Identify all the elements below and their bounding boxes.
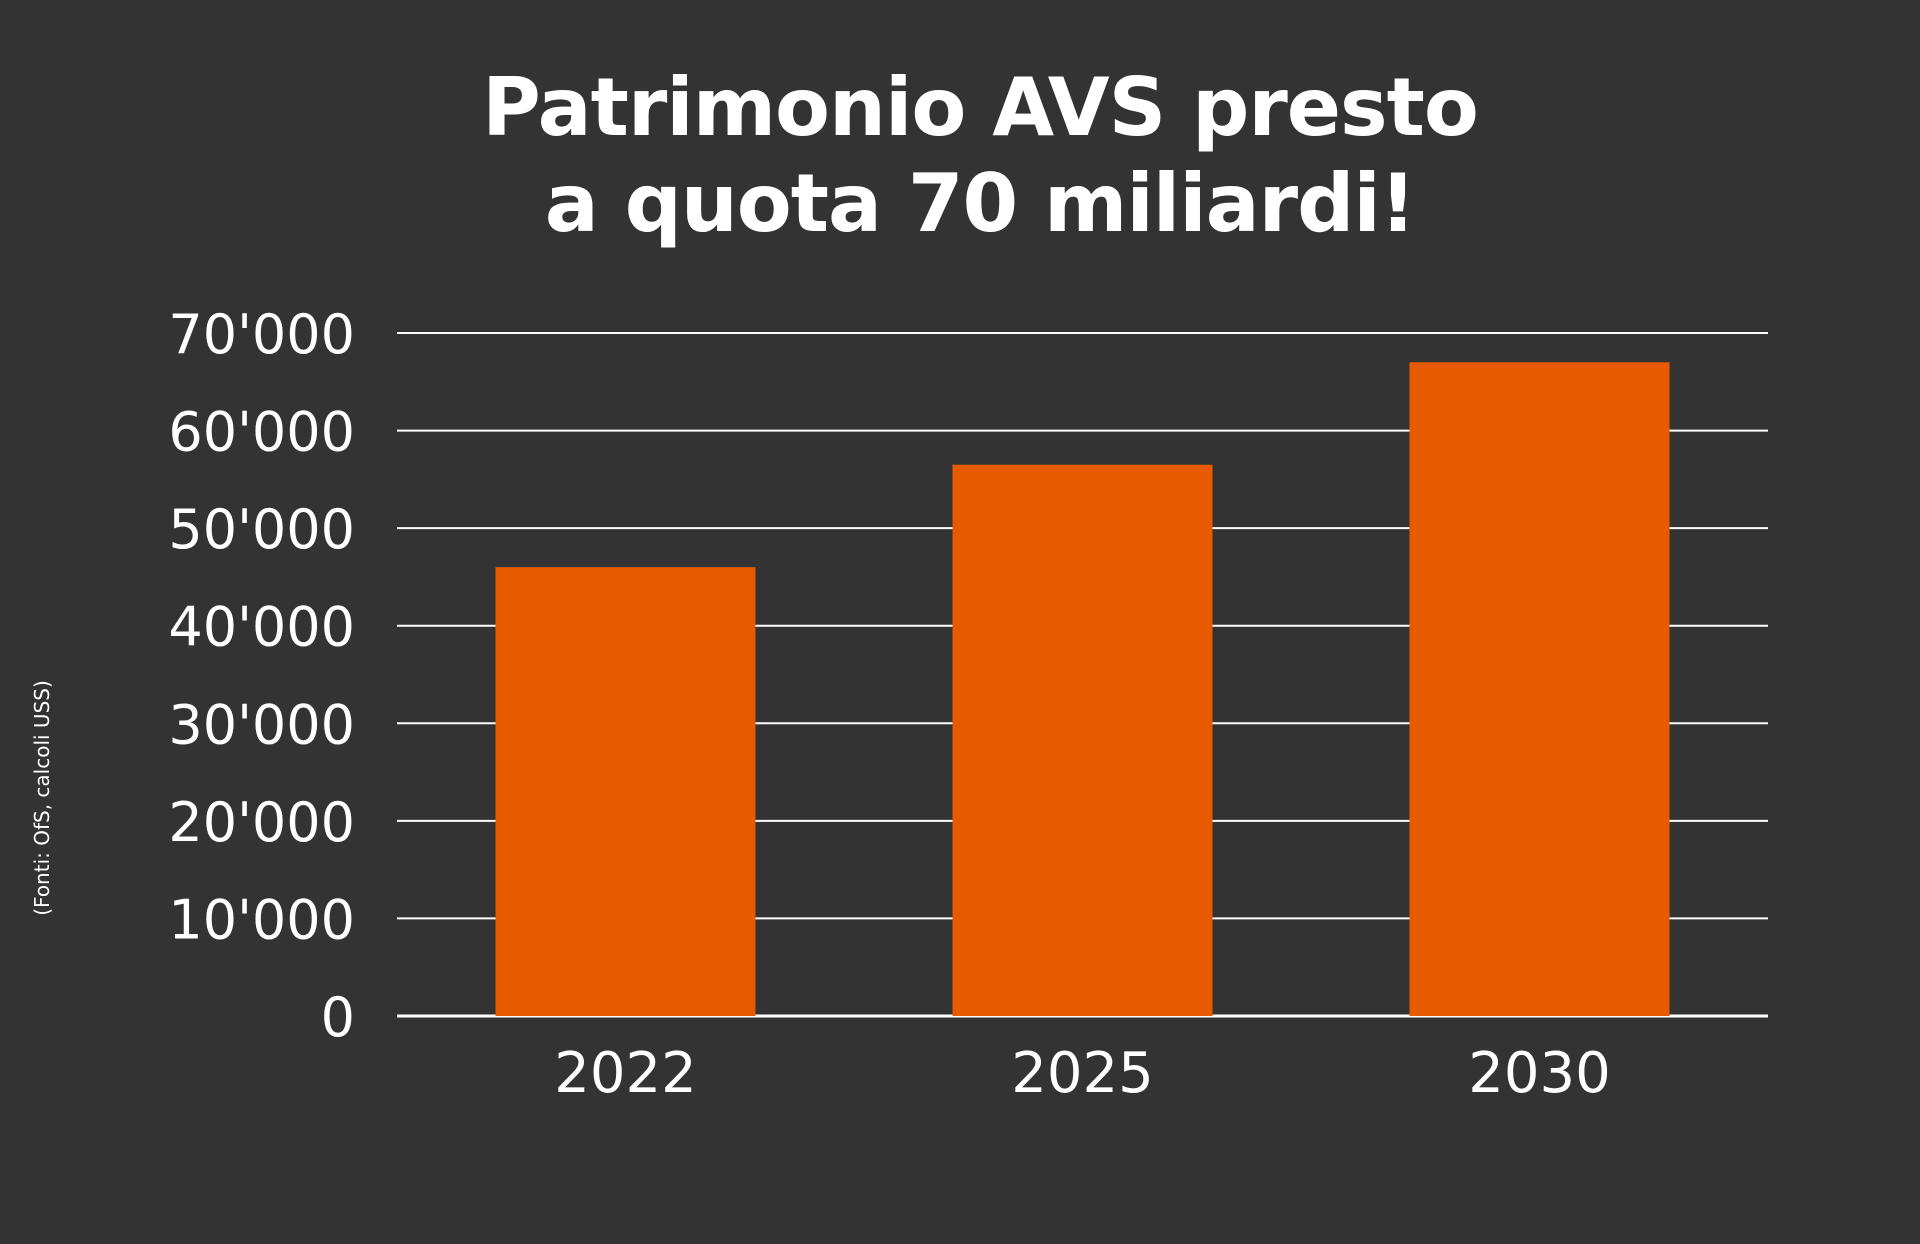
y-tick-label: 70'000 xyxy=(168,303,355,366)
chart-title-line-2: a quota 70 miliardi! xyxy=(544,157,1417,250)
chart-title-line-1: Patrimonio AVS presto xyxy=(482,61,1479,154)
source-note: (Fonti: OfS, calcoli USS) xyxy=(30,680,54,916)
bar xyxy=(1409,362,1670,1016)
y-tick-label: 20'000 xyxy=(168,791,355,854)
bars xyxy=(495,362,1670,1016)
x-tick-label: 2025 xyxy=(1011,1041,1154,1106)
y-tick-label: 50'000 xyxy=(168,498,355,561)
x-tick-label: 2030 xyxy=(1468,1041,1611,1106)
bar xyxy=(952,464,1213,1016)
y-tick-label: 60'000 xyxy=(168,401,355,464)
y-tick-label: 0 xyxy=(321,986,355,1049)
x-tick-label: 2022 xyxy=(554,1041,697,1106)
bar xyxy=(495,567,756,1016)
x-axis-tick-labels: 2022 2025 2030 xyxy=(554,1041,1611,1106)
y-tick-label: 40'000 xyxy=(168,596,355,659)
y-tick-label: 10'000 xyxy=(168,888,355,951)
y-tick-label: 30'000 xyxy=(168,693,355,756)
chart-title: Patrimonio AVS presto a quota 70 miliard… xyxy=(0,60,1920,252)
y-axis-tick-labels: 0 10'000 20'000 30'000 40'000 50'000 60'000 70'… xyxy=(168,303,355,1049)
